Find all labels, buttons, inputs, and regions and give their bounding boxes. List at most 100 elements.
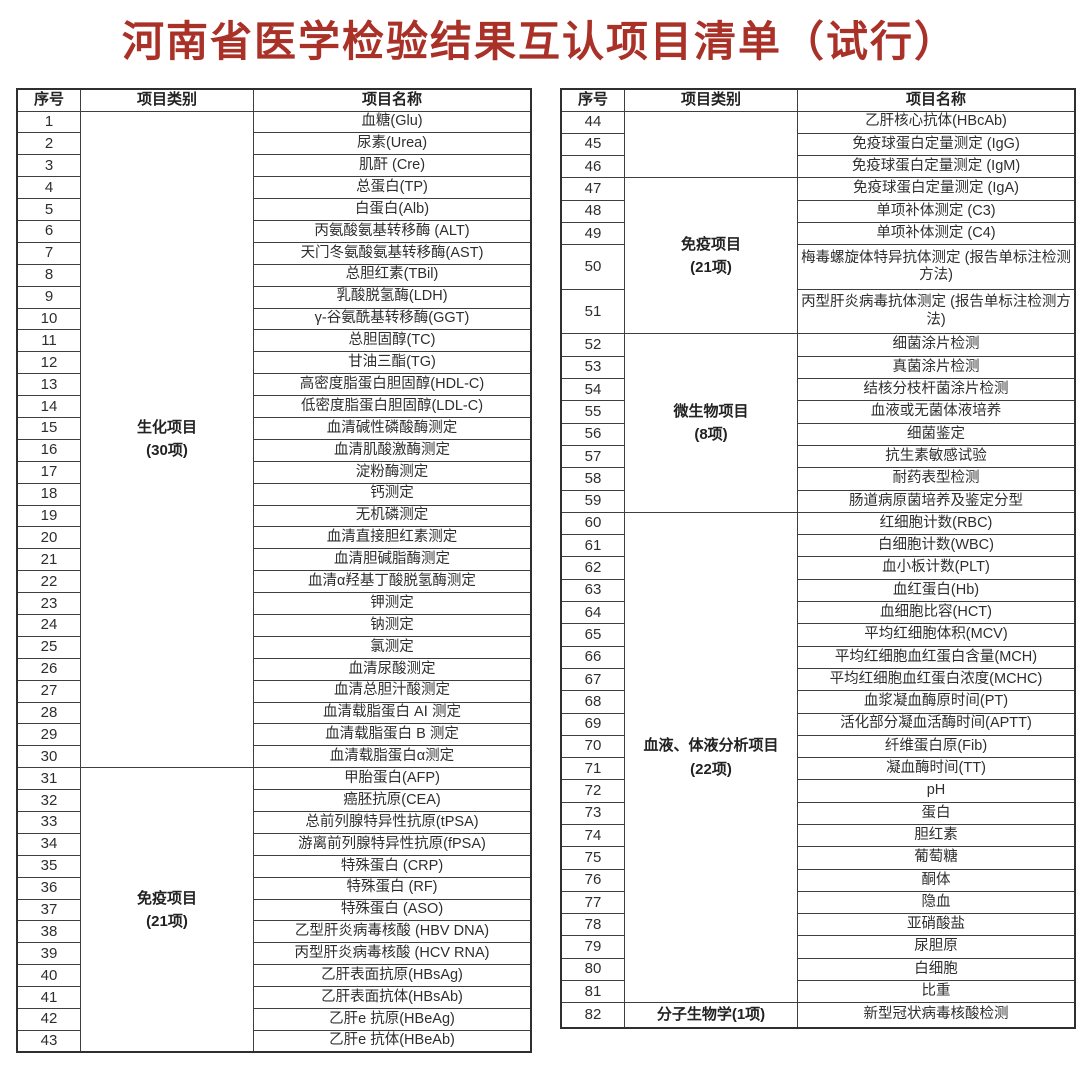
item-name: 单项补体测定 (C3) <box>797 199 1076 223</box>
row-number: 70 <box>560 734 625 759</box>
table-row: 81 比重 <box>560 980 1076 1004</box>
row-number: 45 <box>560 132 625 157</box>
row-number: 21 <box>16 548 81 572</box>
row-number: 43 <box>16 1029 81 1053</box>
item-name: 血红蛋白(Hb) <box>797 578 1076 603</box>
row-number: 1 <box>16 110 81 134</box>
table-row: 78 亚硝酸盐 <box>560 913 1076 937</box>
table-row: 80 白细胞 <box>560 957 1076 982</box>
item-name: 平均红细胞血红蛋白浓度(MCHC) <box>797 667 1076 692</box>
table-row: 79 尿胆原 <box>560 935 1076 959</box>
item-name: 肠道病原菌培养及鉴定分型 <box>797 489 1076 513</box>
row-number: 30 <box>16 745 81 769</box>
table-row: 61 白细胞计数(WBC) <box>560 534 1076 558</box>
row-number: 6 <box>16 219 81 243</box>
item-name: 血清尿酸测定 <box>253 657 532 681</box>
item-name: 抗生素敏感试验 <box>797 444 1076 469</box>
row-number: 59 <box>560 489 625 513</box>
item-name: 特殊蛋白 (ASO) <box>253 898 532 922</box>
column-header-number: 序号 <box>16 88 81 112</box>
row-number: 7 <box>16 241 81 265</box>
item-name: 新型冠状病毒核酸检测 <box>797 1002 1076 1029</box>
row-number: 10 <box>16 307 81 331</box>
category-count: (22项) <box>690 760 732 778</box>
item-name: 游离前列腺特异性抗原(fPSA) <box>253 832 532 856</box>
item-name: 凝血酶时间(TT) <box>797 757 1076 781</box>
row-number: 13 <box>16 373 81 397</box>
item-name: 免疫球蛋白定量测定 (IgA) <box>797 177 1076 201</box>
category-cell: 免疫项目 (21项) <box>80 767 254 1053</box>
row-number: 14 <box>16 395 81 418</box>
row-number: 44 <box>560 110 625 134</box>
row-number: 72 <box>560 779 625 803</box>
table-row: 56 细菌鉴定 <box>560 422 1076 446</box>
item-name: 血清碱性磷酸酶测定 <box>253 416 532 440</box>
row-number: 11 <box>16 329 81 353</box>
table-row: 31 免疫项目 (21项) 甲胎蛋白(AFP) <box>16 767 532 1053</box>
row-number: 57 <box>560 444 625 469</box>
right-table: 序号 项目类别 项目名称 44 乙肝核心抗体(HBcAb) 45 免疫球蛋白定量测定 (Ig… <box>560 88 1076 1029</box>
row-number: 61 <box>560 534 625 558</box>
table-row: 9 乳酸脱氢酶(LDH) <box>16 285 532 309</box>
table-row: 53 真菌涂片检测 <box>560 355 1076 380</box>
row-number: 41 <box>16 986 81 1010</box>
table-row: 22 血清α羟基丁酸脱氢酶测定 <box>16 570 532 594</box>
item-name: 总前列腺特异性抗原(tPSA) <box>253 811 532 834</box>
column-header-number: 序号 <box>560 88 625 112</box>
item-name: 尿素(Urea) <box>253 132 532 156</box>
row-number: 2 <box>16 132 81 156</box>
row-number: 35 <box>16 854 81 878</box>
category-cell <box>624 110 798 179</box>
item-name: 甘油三酯(TG) <box>253 351 532 375</box>
row-number: 76 <box>560 868 625 892</box>
item-name: 耐药表型检测 <box>797 467 1076 491</box>
page-title: 河南省医学检验结果互认项目清单（试行） <box>121 18 958 65</box>
item-name: γ-谷氨酰基转移酶(GGT) <box>253 307 532 331</box>
item-name: 血清载脂蛋白 AⅠ 测定 <box>253 701 532 725</box>
table-row: 39 丙型肝炎病毒核酸 (HCV RNA) <box>16 942 532 966</box>
item-name: 钠测定 <box>253 613 532 637</box>
category-name: 分子生物学(1项) <box>656 1006 766 1024</box>
item-name: 血细胞比容(HCT) <box>797 601 1076 625</box>
item-name: 氯测定 <box>253 635 532 659</box>
table-row: 41 乙肝表面抗体(HBsAb) <box>16 986 532 1010</box>
item-name: 细菌涂片检测 <box>797 333 1076 357</box>
table-row: 48 单项补体测定 (C3) <box>560 199 1076 223</box>
row-number: 4 <box>16 176 81 200</box>
table-row: 71 凝血酶时间(TT) <box>560 757 1076 781</box>
row-number: 27 <box>16 679 81 703</box>
row-number: 49 <box>560 221 625 246</box>
category-count: (21项) <box>690 258 732 276</box>
table-row: 52 微生物项目 (8项) 细菌涂片检测 <box>560 333 1076 513</box>
table-row: 44 乙肝核心抗体(HBcAb) <box>560 110 1076 179</box>
row-number: 37 <box>16 898 81 922</box>
table-row: 26 血清尿酸测定 <box>16 657 532 681</box>
row-number: 54 <box>560 378 625 402</box>
row-number: 17 <box>16 460 81 484</box>
table-row: 69 活化部分凝血活酶时间(APTT) <box>560 712 1076 736</box>
row-number: 47 <box>560 177 625 201</box>
item-name: 白细胞 <box>797 957 1076 982</box>
table-row: 34 游离前列腺特异性抗原(fPSA) <box>16 832 532 856</box>
item-name: 血清肌酸激酶测定 <box>253 438 532 462</box>
item-name: pH <box>797 779 1076 803</box>
item-name: 丙氨酸氨基转移酶 (ALT) <box>253 219 532 243</box>
table-row: 68 血浆凝血酶原时间(PT) <box>560 690 1076 714</box>
table-row: 65 平均红细胞体积(MCV) <box>560 623 1076 647</box>
item-name: 血糖(Glu) <box>253 110 532 134</box>
table-row: 17 淀粉酶测定 <box>16 460 532 484</box>
row-number: 48 <box>560 199 625 223</box>
item-name: 乙肝表面抗体(HBsAb) <box>253 986 532 1010</box>
table-row: 64 血细胞比容(HCT) <box>560 601 1076 625</box>
category-count: (21项) <box>146 912 188 930</box>
category-cell: 微生物项目 (8项) <box>624 333 798 513</box>
column-header-category: 项目类别 <box>624 88 798 112</box>
table-row: 20 血清直接胆红素测定 <box>16 526 532 550</box>
table-row: 66 平均红细胞血红蛋白含量(MCH) <box>560 645 1076 669</box>
item-name: 免疫球蛋白定量测定 (IgM) <box>797 155 1076 179</box>
row-number: 28 <box>16 701 81 725</box>
row-number: 34 <box>16 832 81 856</box>
item-name: 血浆凝血酶原时间(PT) <box>797 690 1076 714</box>
item-name: 丙型肝炎病毒抗体测定 (报告单标注检测方法) <box>797 288 1076 335</box>
table-row: 42 乙肝e 抗原(HBeAg) <box>16 1008 532 1031</box>
